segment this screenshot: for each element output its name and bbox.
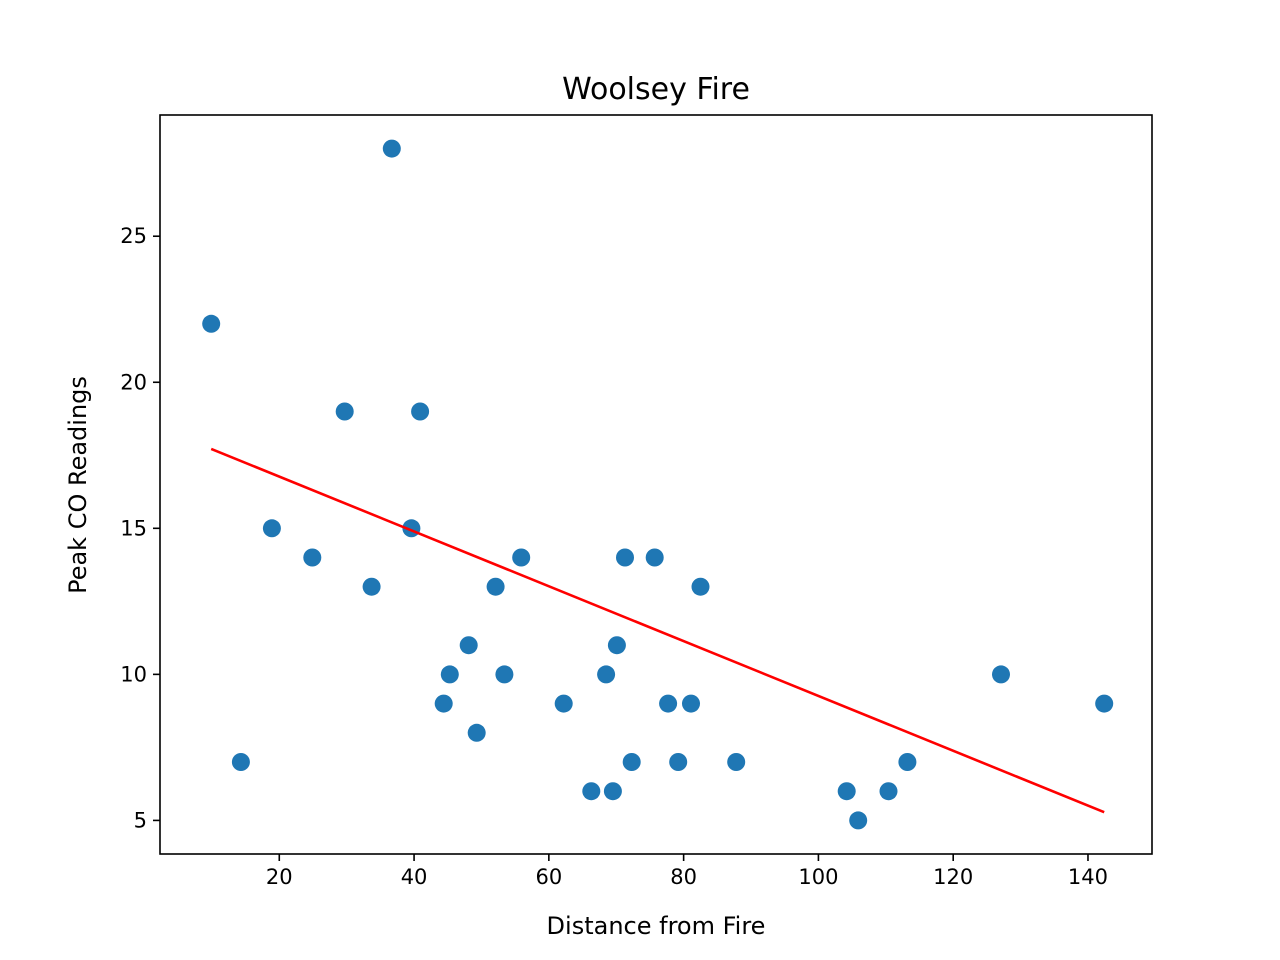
y-tick-label: 5 xyxy=(134,808,147,832)
x-tick-label: 60 xyxy=(535,865,562,889)
y-tick-label: 25 xyxy=(120,224,147,248)
data-point xyxy=(849,811,868,830)
data-point xyxy=(607,636,626,655)
y-axis: 5 10 15 20 25 xyxy=(120,224,160,832)
trend-line xyxy=(210,447,1105,814)
y-tick-label: 15 xyxy=(120,516,147,540)
x-tick-label: 100 xyxy=(798,865,838,889)
chart-title: Woolsey Fire xyxy=(562,72,750,107)
data-point xyxy=(262,519,281,538)
data-point xyxy=(603,782,622,801)
data-point xyxy=(669,753,688,771)
data-point xyxy=(486,577,505,596)
data-point xyxy=(335,402,354,421)
data-point xyxy=(837,782,856,801)
data-point xyxy=(411,402,430,421)
data-point xyxy=(992,665,1010,684)
data-point xyxy=(659,694,678,713)
data-point xyxy=(467,723,486,742)
data-point xyxy=(879,782,898,801)
data-point xyxy=(231,753,250,771)
data-point xyxy=(898,753,917,771)
data-point xyxy=(362,577,381,596)
x-axis: 20 40 60 80 100 120 140 xyxy=(266,854,1108,889)
data-point xyxy=(616,548,634,567)
data-point xyxy=(645,548,664,567)
x-tick-label: 40 xyxy=(401,865,428,889)
plot-area xyxy=(202,139,1114,830)
x-axis-label: Distance from Fire xyxy=(547,912,766,940)
data-point xyxy=(202,314,221,333)
plot-frame xyxy=(159,114,1153,855)
data-point xyxy=(554,694,573,713)
data-point xyxy=(382,139,401,158)
data-point xyxy=(1095,694,1114,713)
x-tick-label: 140 xyxy=(1068,865,1108,889)
y-axis-label: Peak CO Readings xyxy=(64,376,92,594)
y-tick-label: 20 xyxy=(120,370,147,394)
data-point xyxy=(459,636,478,655)
data-point xyxy=(597,665,616,684)
x-tick-label: 80 xyxy=(670,865,697,889)
x-tick-label: 20 xyxy=(266,865,293,889)
data-point xyxy=(691,577,710,596)
data-point xyxy=(582,782,601,801)
data-point xyxy=(727,753,746,771)
data-point xyxy=(682,694,700,713)
y-tick-label: 10 xyxy=(120,662,147,686)
data-point xyxy=(440,665,459,684)
x-tick-label: 120 xyxy=(933,865,973,889)
data-point xyxy=(495,665,514,684)
data-point xyxy=(622,753,641,771)
data-point xyxy=(434,694,453,713)
data-point xyxy=(303,548,322,567)
data-point xyxy=(512,548,531,567)
